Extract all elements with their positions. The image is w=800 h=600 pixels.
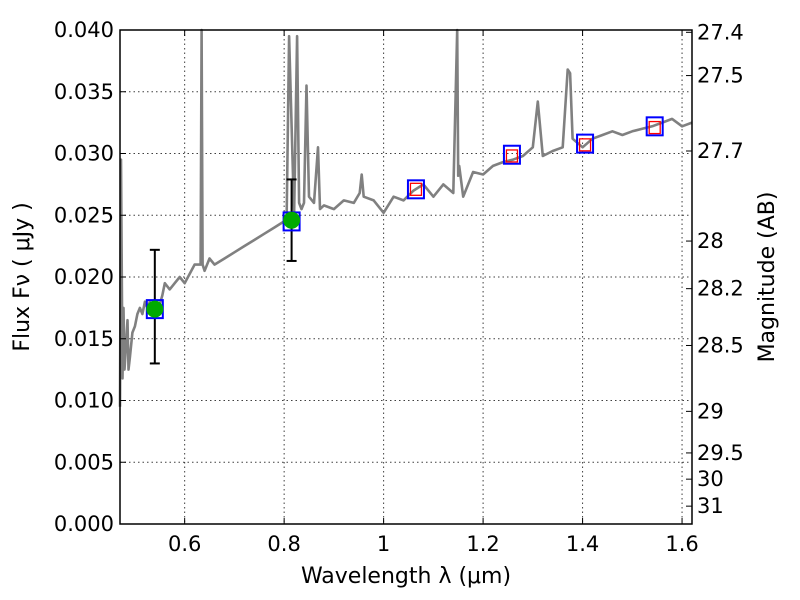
x-axis-title: Wavelength λ (μm): [301, 564, 511, 589]
observed-square: [505, 149, 519, 163]
spectrum-line: [118, 28, 693, 407]
marker-layer: [145, 116, 664, 365]
grid-layer: [120, 30, 692, 524]
x-tick-label: 1.4: [566, 532, 599, 556]
x-tick-label: 0.6: [168, 532, 201, 556]
x-tick-label: 1.2: [466, 532, 499, 556]
y-axis-title: Flux Fν ( μJy ): [10, 202, 35, 351]
x-tick-label: 1.6: [665, 532, 698, 556]
y2-tick-label: 29: [697, 399, 724, 423]
observed-square: [578, 138, 592, 152]
y2-tick-label: 27.7: [697, 139, 744, 163]
y-tick-label: 0.025: [54, 203, 114, 227]
y-tick-label: 0.015: [54, 327, 114, 351]
y2-tick-label: 28: [697, 229, 724, 253]
y-tick-label: 0.030: [54, 142, 114, 166]
model-square: [645, 116, 664, 137]
y-tick-label: 0.005: [54, 450, 114, 474]
y-tick-label: 0.035: [54, 80, 114, 104]
observed-square: [409, 182, 423, 196]
y2-tick-label: 27.4: [697, 20, 744, 44]
model-square: [502, 144, 521, 165]
x-tick-label: 0.8: [267, 532, 300, 556]
y-tick-label: 0.010: [54, 389, 114, 413]
y2-tick-label: 29.5: [697, 441, 744, 465]
tick-layer: [120, 29, 692, 525]
y2-tick-label: 31: [697, 494, 724, 518]
y2-tick-label: 27.5: [697, 64, 744, 88]
series-layer: [118, 28, 693, 407]
model-square: [406, 179, 425, 200]
model-square: [576, 133, 595, 154]
y-tick-label: 0.000: [54, 512, 114, 536]
detection-circle: [146, 300, 164, 318]
y2-tick-label: 30: [697, 467, 724, 491]
y2-axis-title: Magnitude (AB): [755, 192, 780, 363]
y2-tick-label: 28.5: [697, 333, 744, 357]
label-layer: 0.6 0.8 1 1.2 1.4 1.6 0.000 0.005 0.010 0.015 0.02…: [54, 18, 744, 556]
detection-circle: [283, 211, 301, 229]
y-tick-label: 0.020: [54, 265, 114, 289]
y-tick-label: 0.040: [54, 18, 114, 42]
y2-tick-label: 28.2: [697, 277, 744, 301]
observed-square: [648, 120, 661, 135]
x-tick-label: 1: [377, 532, 390, 556]
